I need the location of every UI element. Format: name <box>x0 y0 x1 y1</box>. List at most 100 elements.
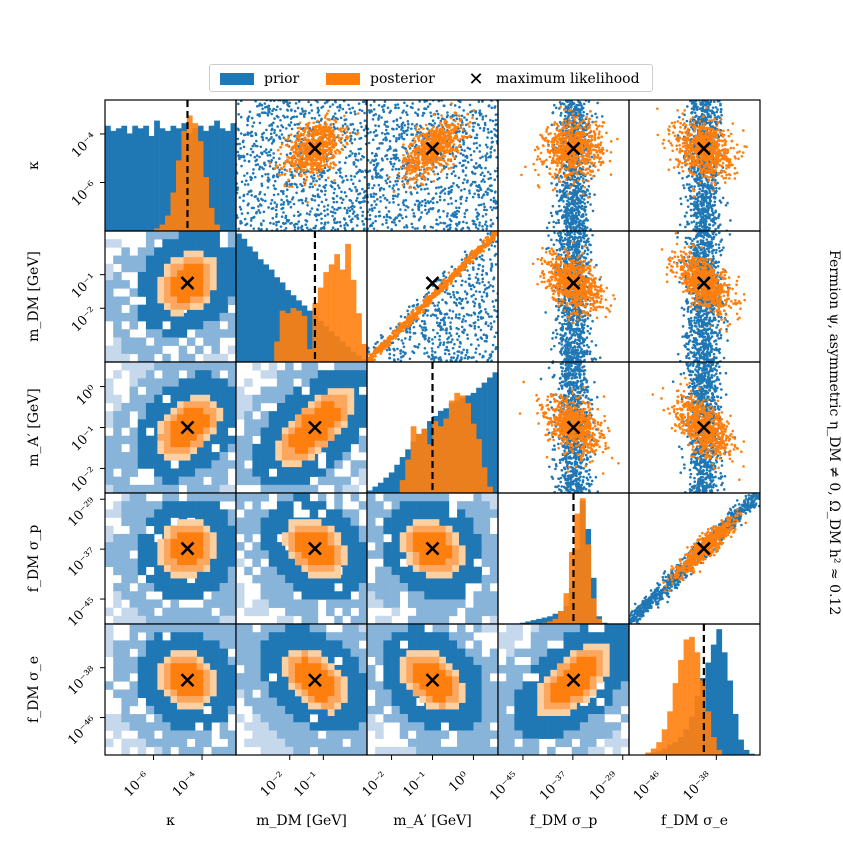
prior-point <box>237 154 240 158</box>
posterior-point <box>602 152 605 155</box>
posterior-point <box>324 140 327 143</box>
prior-point <box>274 108 278 112</box>
posterior-point <box>557 171 561 174</box>
prior-point <box>397 188 400 191</box>
prior-point <box>238 196 242 199</box>
posterior-point <box>278 174 281 177</box>
prior-point <box>295 185 299 189</box>
posterior-point <box>429 160 433 164</box>
posterior-point <box>302 157 306 160</box>
prior-point <box>431 201 435 205</box>
posterior-point <box>575 157 579 161</box>
prior-point <box>252 168 255 171</box>
prior-point <box>384 206 388 209</box>
prior-point <box>271 175 275 179</box>
posterior-point <box>461 128 465 132</box>
posterior-point <box>404 161 408 165</box>
prior-point <box>436 172 440 176</box>
prior-point <box>247 190 251 194</box>
prior-point <box>489 189 492 192</box>
prior-point <box>282 200 286 204</box>
posterior-point <box>304 123 308 126</box>
prior-point <box>348 154 352 157</box>
prior-point <box>300 184 304 188</box>
posterior-point <box>297 151 301 155</box>
posterior-point <box>551 138 554 142</box>
prior-point <box>318 114 321 117</box>
panel-0-3 <box>497 99 630 232</box>
prior-point <box>250 134 254 138</box>
prior-point <box>580 106 584 110</box>
prior-point <box>315 218 319 222</box>
posterior-point <box>576 172 579 176</box>
prior-point <box>449 185 453 189</box>
posterior-point <box>441 128 444 131</box>
prior-point <box>480 166 483 170</box>
prior-point <box>460 164 464 168</box>
prior-point <box>277 220 281 224</box>
prior-point <box>376 162 380 165</box>
prior-point <box>481 171 484 175</box>
posterior-point <box>577 122 581 125</box>
posterior-point <box>328 128 331 132</box>
prior-point <box>275 114 279 118</box>
prior-point <box>484 114 488 118</box>
prior-point <box>284 221 287 225</box>
prior-point <box>363 175 367 179</box>
posterior-point <box>468 120 472 124</box>
prior-point <box>348 187 351 191</box>
prior-point <box>551 111 555 114</box>
prior-point <box>583 227 587 231</box>
prior-point <box>399 208 402 211</box>
prior-point <box>406 113 409 117</box>
prior-point <box>572 184 576 187</box>
prior-point <box>487 104 491 107</box>
prior-point <box>307 100 310 104</box>
posterior-point <box>327 148 330 151</box>
posterior-point <box>558 134 561 138</box>
prior-point <box>484 213 488 216</box>
prior-point <box>251 172 255 175</box>
posterior-point <box>413 153 416 157</box>
posterior-point <box>455 136 459 139</box>
posterior-point <box>301 129 305 132</box>
prior-point <box>474 223 477 226</box>
posterior-point <box>304 152 307 155</box>
posterior-point <box>589 134 593 138</box>
ml-marker <box>566 141 581 156</box>
posterior-hist-bar <box>159 224 166 231</box>
prior-point <box>281 206 285 210</box>
prior-point <box>559 196 563 200</box>
prior-point <box>578 206 582 209</box>
posterior-point <box>553 177 556 180</box>
prior-point <box>453 215 457 218</box>
posterior-point <box>415 173 419 176</box>
prior-point <box>266 178 270 182</box>
prior-point <box>587 184 591 188</box>
posterior-point <box>327 135 331 139</box>
prior-point <box>316 213 320 216</box>
prior-point <box>290 221 293 225</box>
prior-point <box>343 218 347 221</box>
prior-point <box>243 183 247 186</box>
prior-point <box>323 221 327 225</box>
posterior-point <box>307 157 311 160</box>
prior-point <box>354 158 358 161</box>
posterior-point <box>422 127 425 131</box>
prior-point <box>472 222 475 226</box>
posterior-point <box>343 114 346 118</box>
prior-point <box>449 197 453 200</box>
prior-point <box>428 102 432 106</box>
prior-point <box>308 127 312 130</box>
posterior-point <box>577 112 580 116</box>
posterior-point <box>356 112 360 115</box>
posterior-point <box>545 130 548 133</box>
prior-point <box>479 188 483 192</box>
posterior-point <box>306 201 309 204</box>
prior-point <box>316 193 320 196</box>
prior-point <box>484 156 488 160</box>
prior-point <box>374 112 378 116</box>
posterior-point <box>299 155 303 159</box>
prior-point <box>310 116 314 120</box>
prior-point <box>475 141 478 145</box>
